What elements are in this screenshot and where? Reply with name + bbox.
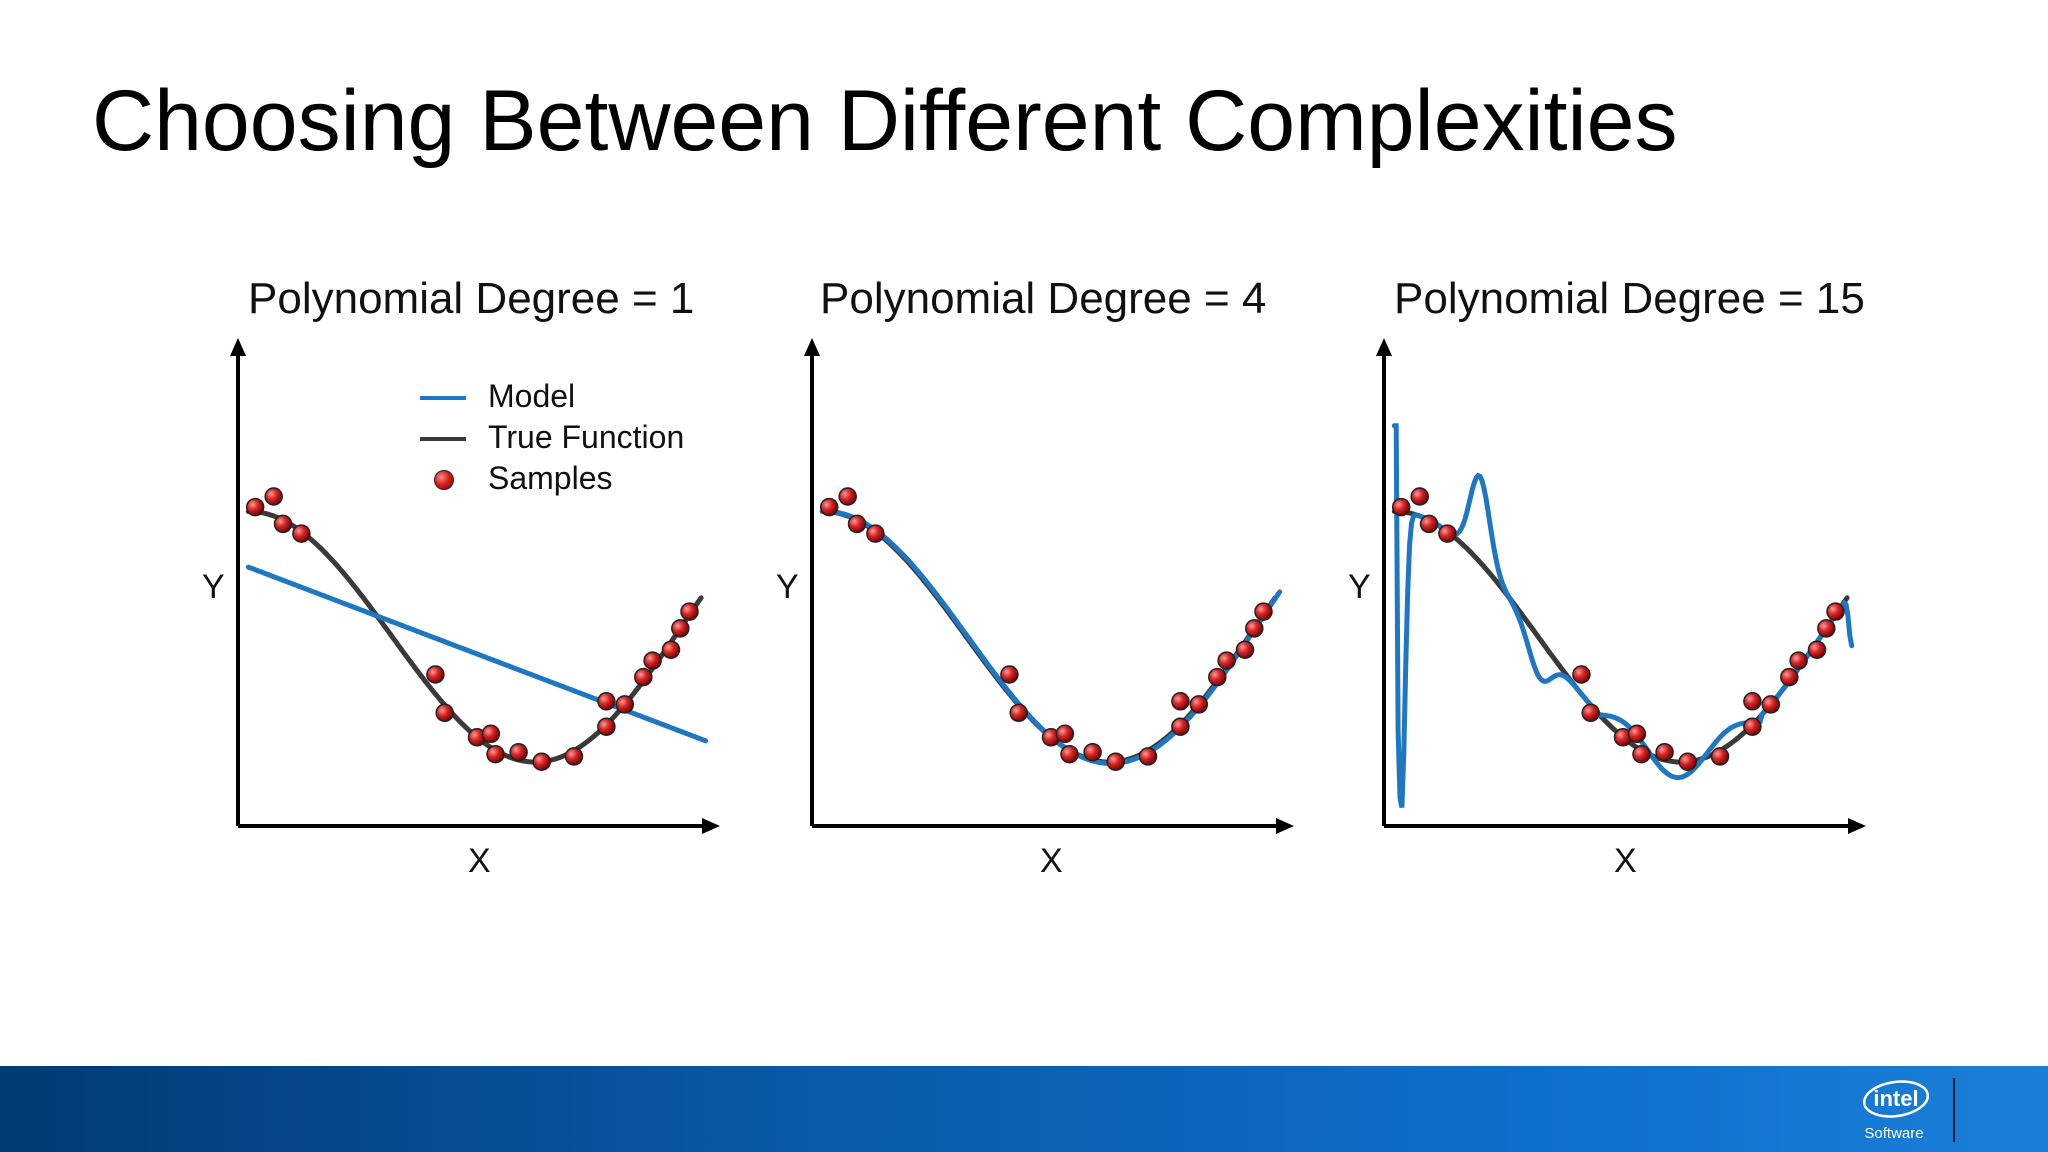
x-axis-label: X <box>468 842 491 880</box>
sample-point <box>680 602 699 621</box>
legend-label: Model <box>488 378 576 414</box>
sample-point <box>273 514 293 534</box>
sample-point <box>1217 651 1236 670</box>
sample-point <box>597 717 616 736</box>
true-function-line <box>1391 509 1850 765</box>
sample-point <box>1817 619 1836 638</box>
chart-panel-degree-4: Polynomial Degree = 4 Y X <box>770 260 1370 900</box>
sample-dot-icon <box>434 470 454 490</box>
y-axis-label: Y <box>776 568 799 606</box>
model-line <box>819 508 1283 766</box>
legend-line-icon <box>420 437 466 441</box>
sample-point <box>292 524 311 543</box>
sample-point <box>661 640 681 659</box>
sample-point <box>1055 724 1075 744</box>
sample-point <box>1581 703 1600 723</box>
legend-label: Samples <box>488 460 613 496</box>
y-axis-label: Y <box>202 568 225 606</box>
sample-point <box>1807 640 1827 659</box>
sample-point <box>597 692 616 711</box>
sample-point <box>264 487 283 506</box>
sample-point <box>1710 747 1730 766</box>
sample-point <box>1678 752 1697 771</box>
sample-point <box>1438 524 1457 543</box>
sample-point <box>486 744 505 764</box>
y-axis-arrow-icon <box>804 338 820 356</box>
sample-point <box>1761 695 1781 714</box>
plot-area <box>804 338 1294 834</box>
sample-point <box>1572 665 1591 684</box>
y-axis-label: Y <box>1348 568 1371 606</box>
sample-point <box>1254 602 1273 621</box>
sample-point <box>245 497 265 517</box>
y-axis-arrow-icon <box>230 338 246 356</box>
legend-label: True Function <box>488 419 685 455</box>
sample-point <box>866 524 885 543</box>
sample-point <box>435 703 454 723</box>
chart-panel-degree-1: Polynomial Degree = 1 Y X <box>196 260 796 900</box>
chart-title: Polynomial Degree = 1 <box>248 274 695 323</box>
intel-wordmark: intel <box>1873 1086 1918 1111</box>
sample-point <box>615 695 635 714</box>
sample-point <box>1743 692 1762 711</box>
sample-point <box>1208 667 1227 687</box>
sample-point <box>1743 717 1762 736</box>
sample-point <box>1106 752 1125 771</box>
plot-area <box>1376 338 1866 834</box>
sample-point <box>1419 514 1439 534</box>
sample-point <box>643 651 662 670</box>
sample-point <box>1060 744 1079 764</box>
sample-point <box>1826 602 1845 621</box>
chart-panel-degree-15: Polynomial Degree = 15 Y X <box>1342 260 1942 900</box>
sample-point <box>1009 703 1028 723</box>
slide-title: Choosing Between Different Complexities <box>92 73 1678 169</box>
sample-point <box>819 497 839 517</box>
true-function-line <box>245 509 704 765</box>
intel-software-label: Software <box>1864 1125 1923 1142</box>
sample-point <box>509 742 528 762</box>
sample-point <box>671 619 690 638</box>
sample-point <box>1627 724 1647 744</box>
x-axis-arrow-icon <box>1276 818 1294 834</box>
sample-point <box>1410 487 1429 506</box>
sample-point <box>426 665 445 684</box>
plot-area <box>230 338 720 834</box>
x-axis-arrow-icon <box>702 818 720 834</box>
sample-point <box>1083 742 1102 762</box>
footer-bar <box>0 1066 2048 1152</box>
true-function-line <box>819 509 1278 765</box>
sample-point <box>1235 640 1255 659</box>
sample-point <box>1391 497 1411 517</box>
sample-point <box>1189 695 1209 714</box>
x-axis-arrow-icon <box>1848 818 1866 834</box>
model-line <box>245 564 709 744</box>
sample-point <box>1171 692 1190 711</box>
sample-point <box>1245 619 1264 638</box>
sample-point <box>847 514 867 534</box>
sample-point <box>532 752 551 771</box>
sample-point <box>1000 665 1019 684</box>
sample-point <box>634 667 653 687</box>
sample-point <box>481 724 501 744</box>
sample-point <box>564 747 584 766</box>
sample-point <box>838 487 857 506</box>
sample-point <box>1632 744 1651 764</box>
y-axis-arrow-icon <box>1376 338 1392 356</box>
x-axis-label: X <box>1614 842 1637 880</box>
sample-point <box>1655 742 1674 762</box>
sample-point <box>1789 651 1808 670</box>
chart-title: Polynomial Degree = 4 <box>820 274 1267 323</box>
model-line <box>1391 423 1855 808</box>
legend-line-icon <box>420 396 466 400</box>
x-axis-label: X <box>1040 842 1063 880</box>
sample-point <box>1171 717 1190 736</box>
intel-logo-icon: intel Software <box>1862 1080 1930 1142</box>
logo-divider <box>1953 1078 1955 1142</box>
chart-title: Polynomial Degree = 15 <box>1394 274 1865 323</box>
sample-point <box>1780 667 1799 687</box>
sample-point <box>1138 747 1158 766</box>
